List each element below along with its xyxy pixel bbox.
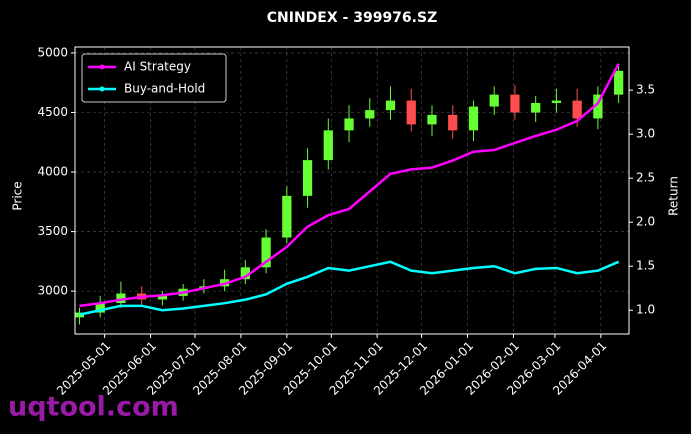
y2-tick-label: 3.5	[636, 83, 655, 97]
candle-body	[531, 102, 541, 113]
y2-axis-label: Return	[667, 176, 681, 216]
candle-body	[510, 94, 520, 113]
y-tick-label: 3000	[37, 284, 68, 298]
y-tick-label: 3500	[37, 224, 68, 238]
candle-body	[302, 160, 313, 196]
candle-body	[323, 130, 333, 161]
y2-tick-label: 1.0	[636, 303, 655, 317]
candle-body	[614, 70, 624, 95]
candle-body	[448, 114, 458, 131]
y2-tick-label: 3.0	[636, 127, 655, 141]
candle-body	[365, 110, 375, 119]
watermark: uqtool.com	[8, 392, 179, 423]
candle-body	[427, 114, 437, 125]
y-axis-label: Price	[11, 181, 25, 210]
y2-tick-label: 1.5	[636, 259, 655, 273]
candle-body	[572, 100, 582, 119]
legend-label: AI Strategy	[124, 60, 191, 74]
y-tick-label: 4500	[37, 105, 68, 119]
y2-tick-label: 2.5	[636, 171, 655, 185]
candle-body	[406, 100, 416, 125]
candle-body	[468, 106, 479, 131]
plot-frame	[74, 46, 630, 335]
candle-body	[344, 118, 354, 131]
candle-body	[157, 295, 168, 300]
legend-marker	[99, 64, 105, 70]
candle-body	[116, 293, 126, 304]
return-line	[79, 63, 620, 308]
legend-label: Buy-and-Hold	[124, 82, 205, 96]
return-line	[79, 260, 620, 316]
candle-body	[385, 100, 396, 111]
chart-title: CNINDEX - 399976.SZ	[267, 10, 437, 26]
candle-body	[489, 94, 499, 107]
candle-body	[282, 195, 292, 238]
candle-body	[261, 237, 271, 268]
legend-marker	[99, 86, 105, 92]
y2-tick-label: 2.0	[636, 215, 655, 229]
candle-body	[551, 100, 562, 103]
y-tick-label: 4000	[37, 165, 68, 179]
candle-body	[240, 267, 250, 280]
legend-box	[81, 53, 227, 103]
candle-body	[95, 303, 105, 313]
y-tick-label: 5000	[37, 45, 68, 59]
candle-body	[593, 94, 603, 119]
candle-body	[74, 312, 85, 318]
